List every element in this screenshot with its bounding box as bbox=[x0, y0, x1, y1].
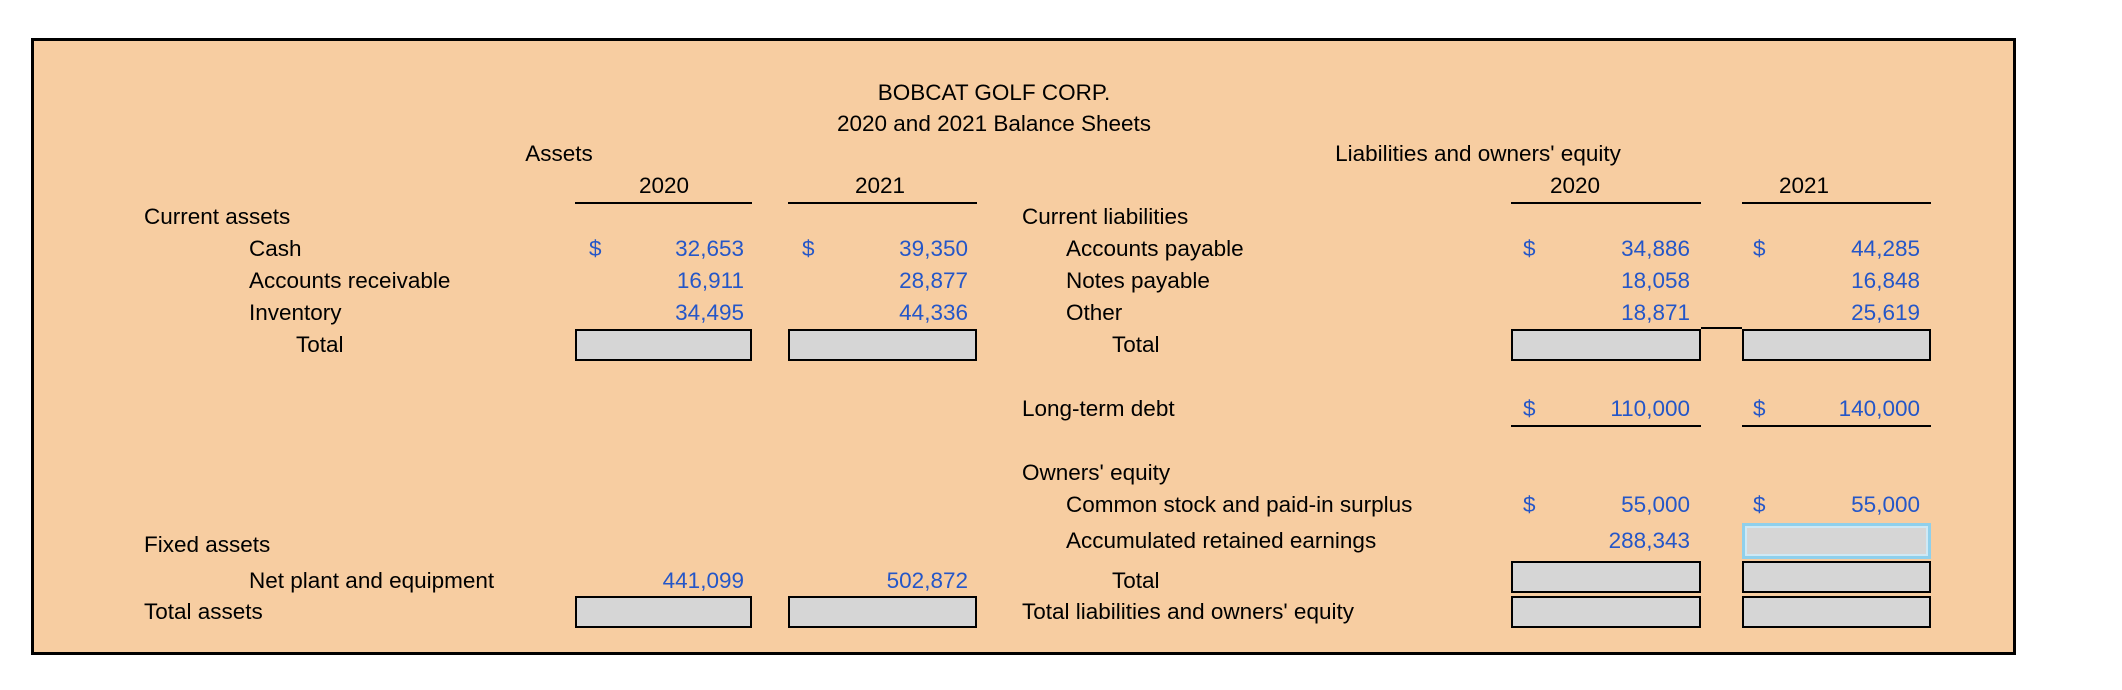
other-row-separator bbox=[1701, 327, 1742, 329]
liab-2020-underline bbox=[1511, 202, 1701, 204]
cs-2020-dollar: $ bbox=[1523, 492, 1536, 517]
ltd-2021-value[interactable]: 140,000 bbox=[1838, 396, 1920, 421]
ap-2020-value[interactable]: 34,886 bbox=[1621, 236, 1690, 261]
liab-year-2021: 2021 bbox=[1778, 173, 1830, 198]
equity-total-2021-cell[interactable] bbox=[1742, 561, 1931, 593]
assets-2021-underline bbox=[788, 202, 977, 204]
ap-2021-value[interactable]: 44,285 bbox=[1851, 236, 1920, 261]
current-assets-total-label: Total bbox=[296, 332, 344, 357]
company-title: BOBCAT GOLF CORP. bbox=[877, 80, 1111, 105]
inventory-2020-value[interactable]: 34,495 bbox=[675, 300, 744, 325]
ap-2021-dollar: $ bbox=[1753, 236, 1766, 261]
ltd-2020-dollar: $ bbox=[1523, 396, 1536, 421]
current-assets-total-2020-cell[interactable] bbox=[575, 329, 752, 361]
total-le-2021-cell[interactable] bbox=[1742, 596, 1931, 628]
np-2020-value[interactable]: 18,058 bbox=[1621, 268, 1690, 293]
ltd-2021-underline bbox=[1742, 425, 1931, 427]
current-liabilities-total-2021-cell[interactable] bbox=[1742, 329, 1931, 361]
cs-2020-value[interactable]: 55,000 bbox=[1621, 492, 1690, 517]
cash-2020-dollar: $ bbox=[589, 236, 602, 261]
cash-2020-value[interactable]: 32,653 bbox=[675, 236, 744, 261]
ar-2020-value[interactable]: 16,911 bbox=[676, 268, 744, 293]
cs-2021-dollar: $ bbox=[1753, 492, 1766, 517]
long-term-debt-label: Long-term debt bbox=[1022, 396, 1175, 421]
ltd-2021-dollar: $ bbox=[1753, 396, 1766, 421]
assets-2020-underline bbox=[575, 202, 752, 204]
sheet-subtitle: 2020 and 2021 Balance Sheets bbox=[836, 111, 1152, 136]
inventory-2021-value[interactable]: 44,336 bbox=[899, 300, 968, 325]
balance-sheet-panel: BOBCAT GOLF CORP. 2020 and 2021 Balance … bbox=[31, 38, 2016, 655]
equity-total-2020-cell[interactable] bbox=[1511, 561, 1701, 593]
inventory-label: Inventory bbox=[249, 300, 342, 325]
npe-2020-value[interactable]: 441,099 bbox=[662, 568, 744, 593]
assets-year-2020: 2020 bbox=[638, 173, 690, 198]
ltd-2020-underline bbox=[1511, 425, 1701, 427]
notes-payable-label: Notes payable bbox=[1066, 268, 1210, 293]
total-assets-2021-cell[interactable] bbox=[788, 596, 977, 628]
liab-2021-underline bbox=[1742, 202, 1931, 204]
np-2021-value[interactable]: 16,848 bbox=[1851, 268, 1920, 293]
re-2020-value[interactable]: 288,343 bbox=[1608, 528, 1690, 553]
total-le-2020-cell[interactable] bbox=[1511, 596, 1701, 628]
current-liabilities-total-2020-cell[interactable] bbox=[1511, 329, 1701, 361]
assets-header: Assets bbox=[525, 141, 593, 166]
cash-2021-dollar: $ bbox=[802, 236, 815, 261]
other-2021-value[interactable]: 25,619 bbox=[1851, 300, 1920, 325]
current-liabilities-label: Current liabilities bbox=[1022, 204, 1189, 229]
other-label: Other bbox=[1066, 300, 1123, 325]
cash-2021-value[interactable]: 39,350 bbox=[899, 236, 968, 261]
cs-2021-value[interactable]: 55,000 bbox=[1851, 492, 1920, 517]
common-stock-label: Common stock and paid-in surplus bbox=[1066, 492, 1413, 517]
other-2020-value[interactable]: 18,871 bbox=[1621, 300, 1690, 325]
liabilities-header: Liabilities and owners' equity bbox=[1335, 141, 1621, 166]
current-assets-label: Current assets bbox=[144, 204, 291, 229]
current-liabilities-total-label: Total bbox=[1112, 332, 1160, 357]
ap-2020-dollar: $ bbox=[1523, 236, 1536, 261]
ltd-2020-value[interactable]: 110,000 bbox=[1610, 396, 1690, 421]
cash-label: Cash bbox=[249, 236, 302, 261]
owners-equity-label: Owners' equity bbox=[1022, 460, 1171, 485]
net-plant-label: Net plant and equipment bbox=[249, 568, 495, 593]
assets-year-2021: 2021 bbox=[854, 173, 906, 198]
current-assets-total-2021-cell[interactable] bbox=[788, 329, 977, 361]
npe-2021-value[interactable]: 502,872 bbox=[886, 568, 968, 593]
total-le-label: Total liabilities and owners' equity bbox=[1022, 599, 1354, 624]
retained-earnings-label: Accumulated retained earnings bbox=[1066, 528, 1377, 553]
accounts-payable-label: Accounts payable bbox=[1066, 236, 1244, 261]
total-assets-2020-cell[interactable] bbox=[575, 596, 752, 628]
ar-2021-value[interactable]: 28,877 bbox=[899, 268, 968, 293]
accounts-receivable-label: Accounts receivable bbox=[249, 268, 451, 293]
liab-year-2020: 2020 bbox=[1549, 173, 1601, 198]
total-assets-label: Total assets bbox=[144, 599, 263, 624]
equity-total-label: Total bbox=[1112, 568, 1160, 593]
fixed-assets-label: Fixed assets bbox=[144, 532, 271, 557]
re-2021-input-cell[interactable] bbox=[1742, 523, 1931, 559]
